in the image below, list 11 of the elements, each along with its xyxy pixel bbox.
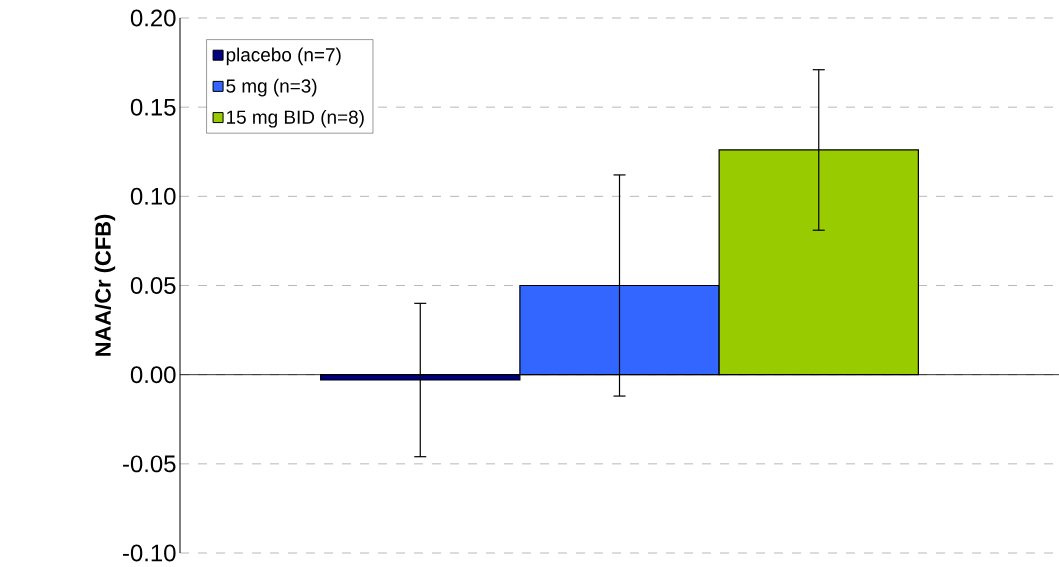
y-axis-title: NAA/Cr (CFB) [94, 214, 116, 356]
y-tick-label: 0.20 [130, 9, 176, 27]
legend-label: 15 mg BID (n=8) [227, 109, 364, 128]
legend-label: placebo (n=7) [226, 47, 341, 66]
y-tick-label: 0.10 [130, 187, 176, 205]
y-tick-label: -0.10 [123, 544, 176, 562]
y-tick-label: 0.00 [130, 366, 176, 384]
y-tick-label: 0.15 [130, 98, 176, 116]
legend-label: 5 mg (n=3) [226, 78, 317, 97]
y-tick-label: 0.05 [130, 277, 176, 294]
y-tick-label: -0.05 [123, 455, 176, 473]
